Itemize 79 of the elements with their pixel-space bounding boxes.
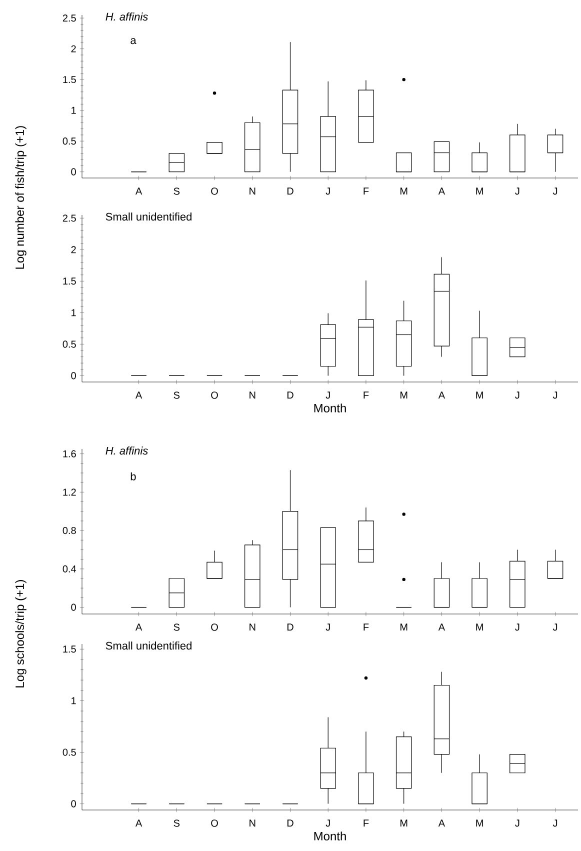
annotation: b: [130, 472, 136, 480]
x-tick-label: N: [250, 188, 256, 195]
y-tick-label: 0: [71, 800, 76, 808]
x-tick-label: J: [552, 624, 558, 631]
x-tick-label: S: [174, 820, 180, 827]
y-tick-label: 1: [72, 309, 76, 316]
x-tick-label: M: [476, 188, 483, 195]
x-tick-label: S: [174, 624, 180, 631]
x-tick-label: J: [326, 624, 330, 631]
y-tick-label: 2.5: [62, 214, 76, 222]
x-tick-label: M: [400, 624, 408, 631]
chart-title: Small unidentified: [106, 642, 192, 650]
y-tick-label: 0.4: [62, 565, 76, 572]
x-tick-label: D: [287, 392, 294, 399]
x-tick-label: S: [174, 392, 180, 399]
x-tick-label: M: [400, 392, 408, 399]
y-tick-label: 1: [72, 697, 76, 704]
x-tick-label: A: [438, 820, 446, 827]
x-tick-label: J: [326, 820, 330, 827]
y-tick-label: 1.5: [63, 278, 76, 285]
x-tick-label: J: [326, 392, 330, 399]
x-tick-label: A: [135, 820, 142, 827]
x-tick-label: O: [211, 392, 218, 399]
y-tick-label: 0: [71, 372, 76, 380]
y-tick-label: 0.5: [62, 748, 76, 756]
x-tick-label: A: [135, 392, 142, 399]
x-tick-label: A: [438, 624, 446, 631]
x-tick-label: F: [364, 820, 369, 827]
y-tick-label: 1.5: [63, 76, 76, 84]
x-axis-title: Month: [314, 832, 346, 840]
x-tick-label: O: [211, 624, 218, 631]
chart-title: Small unidentified: [106, 212, 192, 221]
annotation: a: [130, 38, 136, 44]
y-tick-label: 2: [71, 45, 76, 52]
x-tick-label: A: [135, 188, 142, 195]
x-tick-label: J: [552, 392, 558, 399]
x-tick-label: A: [438, 188, 446, 195]
x-tick-label: M: [400, 188, 408, 195]
x-tick-label: J: [515, 188, 520, 195]
x-tick-label: O: [211, 820, 218, 827]
x-tick-label: J: [515, 392, 520, 399]
x-tick-label: A: [135, 624, 142, 631]
x-tick-label: J: [552, 188, 558, 195]
x-tick-label: A: [438, 392, 446, 399]
y-tick-label: 1.2: [63, 488, 76, 496]
y-tick-label: 0: [71, 168, 76, 176]
x-tick-label: N: [250, 820, 256, 827]
x-tick-label: O: [211, 188, 218, 195]
x-tick-label: M: [400, 820, 408, 827]
chart-title: H. affinis: [106, 12, 148, 21]
y-axis-title: Log schools/trip (+1): [15, 580, 26, 688]
x-tick-label: S: [174, 188, 180, 195]
x-tick-label: J: [515, 624, 520, 631]
x-tick-label: J: [326, 188, 330, 195]
x-tick-label: F: [364, 188, 369, 195]
x-tick-label: D: [287, 624, 294, 631]
x-tick-label: F: [364, 392, 369, 399]
x-tick-label: N: [250, 624, 256, 631]
y-tick-label: 2.5: [62, 14, 76, 22]
y-tick-label: 1: [72, 106, 76, 114]
x-tick-label: D: [287, 820, 294, 827]
y-tick-label: 0.5: [62, 138, 76, 145]
y-tick-label: 0: [71, 604, 76, 611]
chart-title: H. affinis: [106, 446, 148, 455]
y-tick-label: 0.8: [62, 527, 76, 534]
y-axis-title: Log number of fish/trip (+1): [15, 126, 26, 269]
x-tick-label: F: [364, 624, 369, 631]
y-tick-label: 1.5: [63, 646, 76, 653]
x-tick-label: J: [515, 820, 520, 827]
x-axis-title: Month: [314, 404, 346, 412]
y-tick-label: 1.6: [63, 450, 76, 458]
x-tick-label: D: [287, 188, 294, 195]
y-tick-label: 0.5: [62, 340, 76, 348]
x-tick-label: N: [250, 392, 256, 399]
x-tick-label: M: [476, 624, 483, 631]
y-tick-label: 2: [71, 246, 76, 254]
x-tick-label: J: [552, 820, 558, 827]
x-tick-label: M: [476, 392, 483, 399]
x-tick-label: M: [476, 820, 483, 827]
